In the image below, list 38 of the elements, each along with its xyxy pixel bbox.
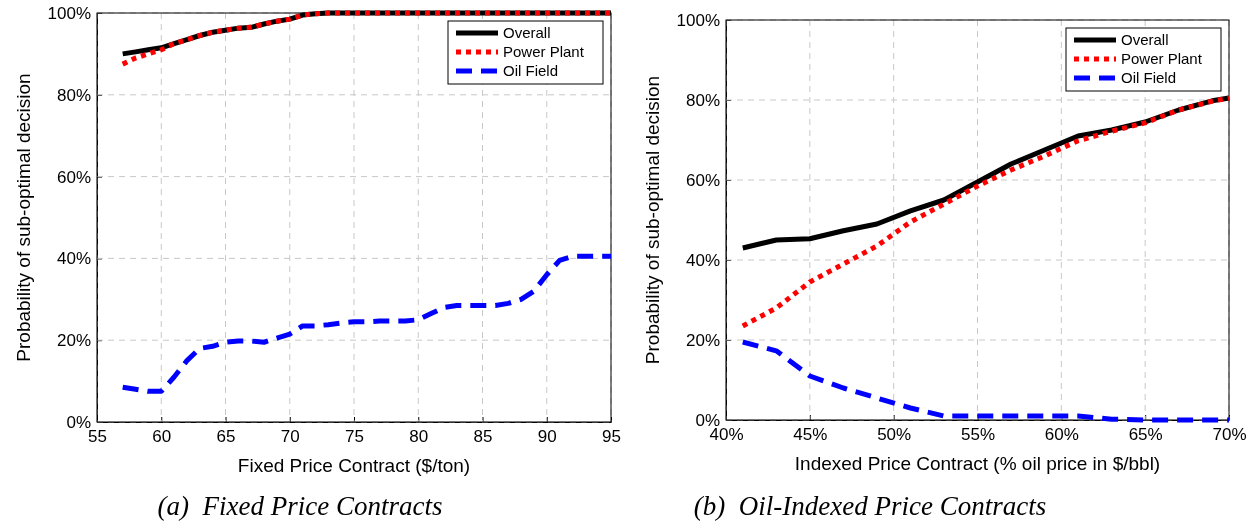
x-tick-label: 95 [602, 427, 621, 447]
x-tick-label: 90 [537, 427, 557, 447]
y-tick-label: 20% [56, 331, 91, 351]
x-axis-title: Indexed Price Contract (% oil price in $/bbl) [794, 453, 1161, 474]
y-tick-label: 60% [56, 167, 91, 187]
x-tick-label: 80 [409, 427, 429, 447]
x-tick-label: 70 [280, 427, 300, 447]
x-tick-label: 50% [877, 425, 912, 445]
legend-label: Power Plant [1121, 50, 1203, 67]
y-tick-label: 20% [685, 330, 720, 350]
x-tick-label: 70% [1212, 425, 1247, 445]
y-tick-label: 80% [56, 85, 91, 105]
legend-label: Overall [503, 24, 551, 41]
text: (b) Oil-Indexed Price Contracts [693, 491, 1047, 521]
legend-label: Oil Field [1121, 69, 1177, 86]
y-tick-label: 40% [685, 250, 720, 270]
x-tick-label: 45% [793, 425, 828, 445]
legend-label: Oil Field [503, 62, 559, 79]
y-tick-label: 40% [56, 249, 91, 269]
x-tick-label: 65 [216, 427, 236, 447]
y-axis-title: Probability of sub-optimal decision [13, 73, 34, 362]
y-tick-label: 100% [676, 10, 720, 30]
x-tick-label: 40% [709, 425, 744, 445]
y-tick-label: 80% [685, 90, 720, 110]
x-tick-label: 85 [473, 427, 493, 447]
legend-label: Overall [1121, 31, 1169, 48]
text: (a) Fixed Price Contracts [157, 491, 443, 521]
x-tick-label: 65% [1128, 425, 1163, 445]
x-tick-label: 60% [1044, 425, 1079, 445]
x-tick-label: 60 [152, 427, 172, 447]
y-axis-title: Probability of sub-optimal decision [642, 75, 663, 365]
x-tick-label: 55% [960, 425, 996, 445]
y-tick-label: 100% [47, 3, 91, 23]
x-tick-label: 55 [88, 427, 107, 447]
y-tick-label: 60% [685, 170, 720, 190]
x-tick-label: 75 [345, 427, 364, 447]
x-axis-title: Fixed Price Contract ($/ton) [237, 455, 471, 476]
legend-label: Power Plant [503, 43, 585, 60]
